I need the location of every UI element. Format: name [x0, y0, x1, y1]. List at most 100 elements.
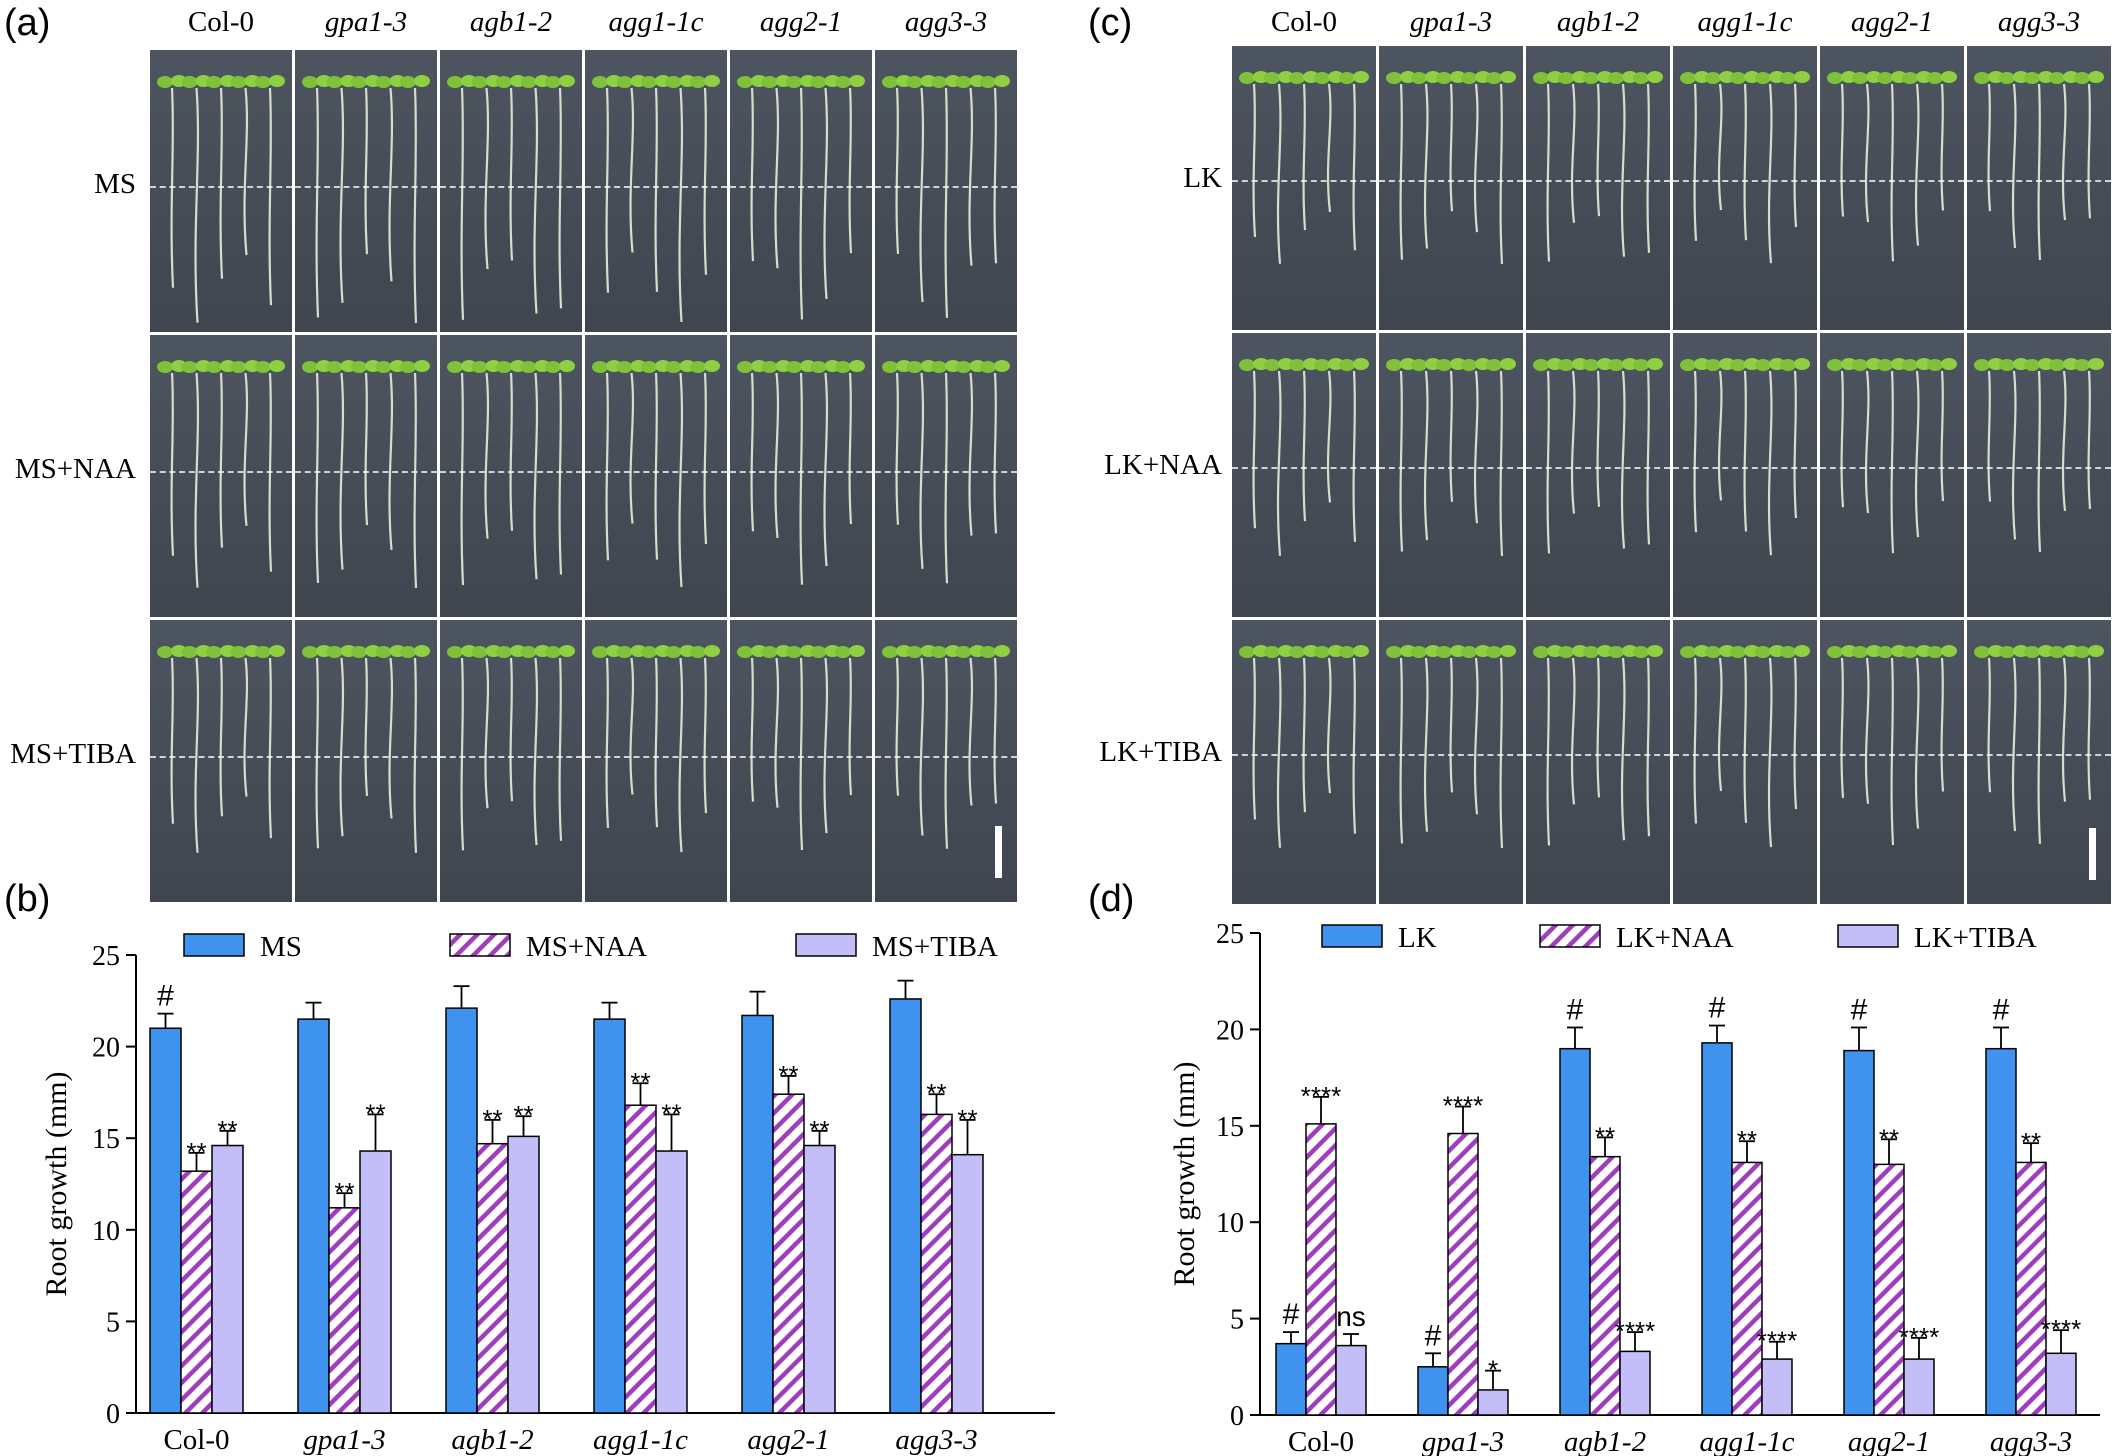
seedling-root: [993, 87, 998, 264]
seedlings-drawing: [1386, 71, 1516, 265]
seedling-leaf: [1411, 72, 1427, 84]
legend-label: LK: [1398, 922, 1437, 954]
seedling-leaf: [2074, 646, 2090, 658]
seedling-leaf: [616, 361, 633, 373]
seedling-root: [509, 87, 514, 261]
seedling-leaf: [592, 646, 608, 658]
seedling-leaf: [206, 361, 222, 373]
seedlings-drawing: [882, 75, 1010, 318]
seedlings-drawing: [1827, 358, 1957, 554]
seedlings-drawing: [302, 360, 430, 589]
seedling-root: [194, 87, 200, 323]
seedling-root: [388, 87, 394, 282]
legend-label: LK+TIBA: [1914, 922, 2037, 954]
bar-b: [624, 1104, 657, 1414]
legend-label: LK+NAA: [1616, 922, 1734, 954]
significance-label: **: [217, 1115, 237, 1145]
significance-label: ****: [1301, 1081, 1341, 1111]
photo-c-seedling-tile: [1967, 46, 2111, 330]
seedling-root: [1743, 83, 1748, 241]
seedling-leaf: [1941, 71, 1957, 83]
seedling-leaf: [520, 76, 537, 88]
seedling-root: [944, 87, 949, 318]
reference-dashed-line: [1820, 754, 1964, 756]
seedling-root: [1620, 83, 1626, 257]
seedlings-drawing: [157, 75, 285, 323]
seedling-leaf: [1386, 646, 1402, 658]
scale-bar: [2089, 828, 2096, 880]
seedlings-drawing: [157, 645, 285, 853]
seedling-root: [315, 372, 320, 583]
seedling-leaf: [1705, 646, 1721, 658]
seedling-leaf: [447, 646, 463, 658]
seedling-leaf: [737, 76, 753, 88]
seedling-root: [895, 657, 900, 796]
seedling-root: [1717, 657, 1723, 792]
significance-label: ****: [1615, 1316, 1655, 1346]
bar-d: [1843, 1049, 1875, 1416]
bar-b: [655, 1150, 688, 1414]
seedling-leaf: [1730, 646, 1746, 658]
seedling-leaf: [2024, 359, 2040, 371]
seedling-leaf: [1647, 358, 1663, 370]
bar-d: [1417, 1366, 1449, 1416]
seedling-leaf: [1633, 646, 1649, 658]
seedling-root: [678, 87, 684, 323]
seedling-leaf: [641, 646, 657, 658]
seedling-root: [1252, 83, 1257, 238]
seedling-root: [1499, 370, 1504, 557]
bar-d: [1873, 1163, 1905, 1416]
seedling-leaf: [616, 646, 633, 658]
seedling-leaf: [1461, 646, 1477, 658]
seedling-leaf: [641, 76, 657, 88]
seedling-root: [2061, 657, 2067, 802]
seedling-root: [1352, 83, 1357, 251]
seedling-leaf: [1461, 72, 1477, 84]
seedling-root: [1914, 657, 1920, 829]
seedling-root: [1793, 83, 1798, 228]
seedling-leaf: [1264, 359, 1280, 371]
seedling-root: [2011, 657, 2017, 832]
significance-label: **: [334, 1177, 354, 1207]
significance-label: #: [1425, 1319, 1442, 1352]
seedling-root: [629, 657, 635, 795]
seedling-root: [1940, 657, 1945, 792]
seedling-leaf: [471, 646, 488, 658]
seedling-leaf: [1680, 359, 1696, 371]
seedling-leaf: [1827, 359, 1843, 371]
seedling-leaf: [1486, 72, 1502, 84]
seedling-leaf: [1339, 72, 1355, 84]
seedling-leaf: [545, 361, 561, 373]
photo-c-seedling-tile: [1232, 620, 1376, 904]
bar-d: [1619, 1350, 1651, 1416]
seedling-leaf: [302, 361, 318, 373]
seedlings-drawing: [1533, 645, 1663, 846]
photo-a-seedling-tile: [150, 620, 292, 902]
seedling-leaf: [1239, 72, 1255, 84]
seedling-root: [2037, 83, 2042, 261]
seedling-leaf: [230, 646, 247, 658]
seedling-root: [460, 87, 465, 320]
significance-label: **: [1737, 1125, 1757, 1155]
seedling-leaf: [230, 361, 247, 373]
seedling-leaf: [375, 646, 392, 658]
seedling-leaf: [665, 361, 682, 373]
seedling-root: [848, 87, 853, 254]
seedling-leaf: [704, 360, 720, 372]
seedling-leaf: [1353, 71, 1369, 83]
seedling-root: [1743, 370, 1748, 532]
significance-label: **: [482, 1104, 502, 1134]
seedling-leaf: [400, 361, 416, 373]
seedling-root: [364, 372, 369, 526]
seedling-leaf: [2049, 72, 2065, 84]
seedling-leaf: [906, 76, 923, 88]
photo-c-column-label: gpa1-3: [1409, 6, 1493, 38]
seedling-leaf: [980, 361, 996, 373]
seedling-root: [1302, 657, 1307, 813]
seedling-root: [268, 657, 273, 839]
significance-label: **: [661, 1098, 681, 1128]
seedling-root: [750, 87, 755, 262]
seedling-leaf: [1500, 645, 1516, 657]
seedling-root: [605, 372, 610, 561]
